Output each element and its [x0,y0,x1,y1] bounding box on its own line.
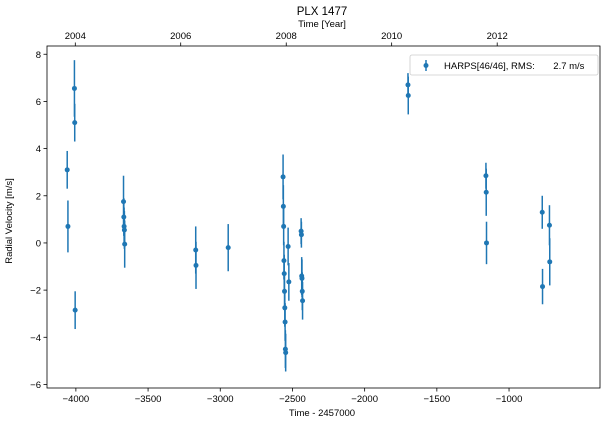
data-point [298,232,304,238]
data-point [540,284,546,290]
x-axis-label: Time - 2457000 [289,408,355,419]
top-tick-label: 2006 [170,31,191,42]
y-tick-label: 6 [36,97,41,108]
legend: HARPS[46/46], RMS: 2.7 m/s [409,54,599,76]
plot-frame [46,45,601,389]
data-point [484,240,490,246]
y-tick-label: −2 [30,286,41,297]
chart-title: PLX 1477 [297,6,348,18]
y-tick-label: 0 [36,238,41,249]
data-point [546,222,552,228]
plot-area: −4000 −3500 −3000 −2500 −2000 −1500 −1000 −6 −4 −… [30,31,601,405]
data-point [193,262,199,268]
data-point [122,241,128,247]
y-tick-label: −4 [30,333,41,344]
y-tick-label: 2 [36,191,41,202]
data-point [283,350,289,356]
x-tick-label: −3500 [135,394,162,405]
data-point [280,174,286,180]
data-point [64,167,70,173]
data-point [539,209,545,215]
data-point [300,298,306,304]
y-axis-label: Radial Velocity [m/s] [4,178,15,264]
data-point [71,85,77,91]
x-tick-label: −2500 [279,394,306,405]
top-tick-label: 2012 [487,31,508,42]
x-tick-label: −1500 [423,394,450,405]
x-tick-label: −1000 [496,394,523,405]
x-tick-label: −3000 [207,394,234,405]
data-point [65,223,71,229]
data-point [280,203,286,209]
data-point [286,279,292,285]
y-tick-label: 8 [36,50,41,61]
top-tick-label: 2004 [65,31,86,42]
top-axis-label: Time [Year] [298,19,346,30]
x-tick-label: −2000 [351,394,378,405]
data-point [483,189,489,195]
legend-point-marker [423,63,429,68]
data-point [405,93,411,99]
data-point [281,223,287,229]
top-tick-label: 2010 [381,31,402,42]
data-point [72,120,78,126]
y-tick-label: −6 [30,380,41,391]
x-tick-label: −4000 [63,394,90,405]
data-point [72,307,78,313]
y-tick-label: 4 [36,144,41,155]
top-tick-label: 2008 [276,31,297,42]
data-point [225,245,231,251]
data-point [285,243,291,249]
data-point [547,259,553,265]
legend-frame [409,54,599,76]
data-point [282,319,288,325]
legend-entry: HARPS[46/46], RMS: 2.7 m/s [444,61,585,72]
